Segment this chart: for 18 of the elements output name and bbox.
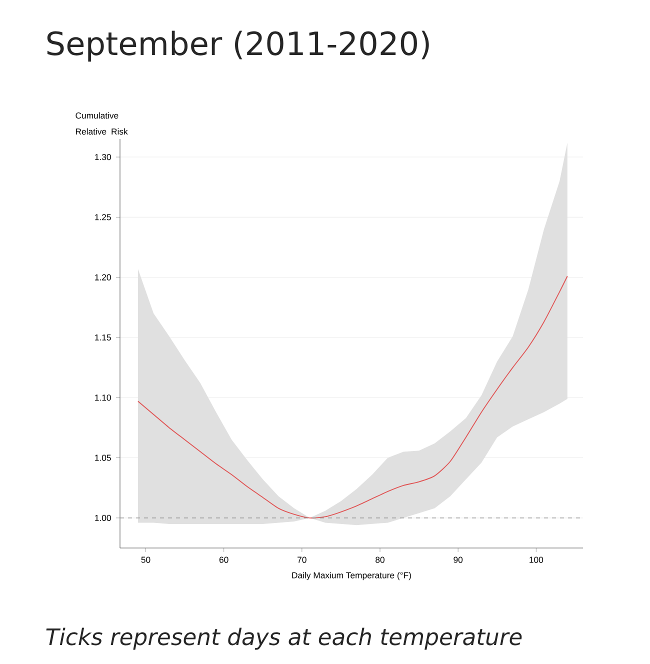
y-tick-label: 1.25 <box>95 214 111 220</box>
y-tick-label: 1.30 <box>95 154 111 160</box>
line-series <box>137 276 568 518</box>
x-axis-title: Daily Maxium Temperature (°F) <box>292 572 411 580</box>
y-tick-label: 1.00 <box>95 514 111 521</box>
y-tick-label: 1.20 <box>95 274 111 280</box>
y-tick-label: 1.05 <box>95 454 111 461</box>
x-tick-label: 90 <box>454 556 463 563</box>
y-axis-title: Cumulative Relative Risk <box>76 112 128 135</box>
y-tick-label: 1.10 <box>95 394 111 401</box>
y-tick-label: 1.15 <box>95 334 111 341</box>
x-tick-label: 80 <box>376 556 384 563</box>
x-tick-label: 70 <box>298 556 306 563</box>
text: Ticks represent days at each temperature <box>46 628 522 650</box>
x-tick-label: 100 <box>530 556 544 563</box>
x-tick-label: 60 <box>219 556 228 563</box>
x-tick-label: 50 <box>141 556 150 563</box>
chart-title: September (2011-2020) <box>47 30 429 62</box>
